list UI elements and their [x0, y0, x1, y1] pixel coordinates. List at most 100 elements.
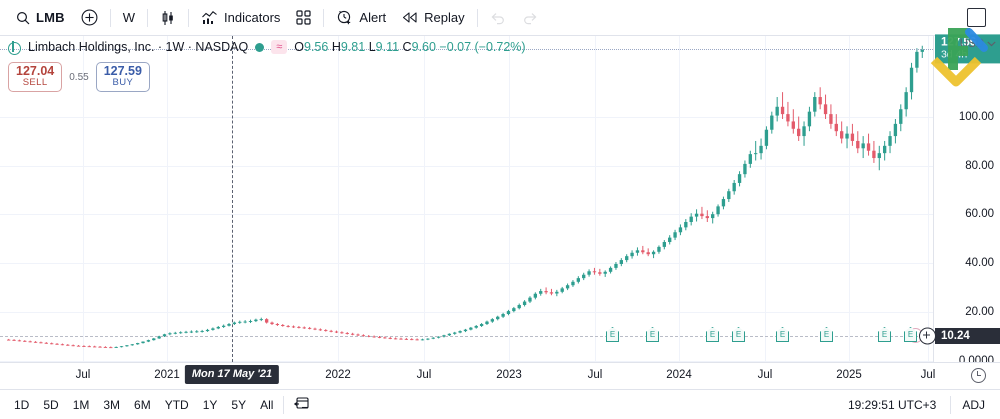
symbol-search-button[interactable]: LMB: [8, 4, 73, 32]
series-dot-icon[interactable]: [255, 42, 265, 52]
timeframe-5y[interactable]: 5Y: [231, 397, 247, 412]
alarm-clock-icon: [336, 9, 353, 26]
grid-layout-icon: [296, 10, 312, 25]
adjustment-button[interactable]: ADJ: [962, 397, 985, 412]
undo-button[interactable]: [482, 4, 514, 32]
high-value: 9.81: [340, 40, 366, 54]
top-toolbar: LMB W: [0, 0, 1000, 36]
earnings-marker-shape: E: [646, 327, 659, 342]
currency-selector[interactable]: USD: [960, 38, 996, 50]
square-button-icon[interactable]: [967, 8, 986, 27]
earnings-marker-shape: E: [706, 327, 719, 342]
timeframe-group: 1D 5D 1M 3M 6M YTD 1Y 5Y All: [8, 395, 279, 415]
earnings-marker[interactable]: E: [606, 327, 619, 342]
earnings-marker-shape: E: [820, 327, 833, 342]
alert-button[interactable]: Alert: [328, 4, 394, 32]
timeframe-all[interactable]: All: [260, 397, 274, 412]
redo-icon: [522, 11, 538, 25]
symbol-label: LMB: [36, 10, 65, 25]
low-label: L: [368, 40, 376, 54]
bottom-toolbar-right: 19:29:51 UTC+3 ADJ: [838, 395, 992, 415]
earnings-marker[interactable]: E: [732, 327, 745, 342]
time-tick-label: Jul: [757, 369, 773, 381]
earnings-marker-label: E: [735, 330, 742, 339]
currency-label: USD: [959, 38, 984, 50]
redo-button[interactable]: [514, 4, 546, 32]
earnings-marker-shape: E: [732, 327, 745, 342]
price-tick-label: 40.00: [965, 257, 994, 270]
earnings-marker-label: E: [609, 330, 616, 339]
timeframe-1m[interactable]: 1M: [72, 397, 90, 412]
sell-button[interactable]: 127.04 SELL: [8, 62, 63, 93]
toolbar-divider: [147, 8, 149, 27]
clock-icon[interactable]: [971, 368, 986, 383]
chart-type-button[interactable]: [152, 4, 184, 32]
time-axis[interactable]: Jul 2021 2022 Jul 2023 Jul 2024 Jul 2025 Jul Mon 1…: [0, 362, 1000, 389]
timeframe-1y[interactable]: 1Y: [202, 397, 218, 412]
indicators-label: Indicators: [224, 10, 281, 25]
low-value: 9.11: [375, 40, 400, 54]
time-tick-label: Jul: [416, 369, 432, 381]
indicators-button[interactable]: Indicators: [193, 4, 288, 32]
change-value: −0.07: [439, 40, 472, 54]
earnings-marker-shape: E: [878, 327, 891, 342]
open-label: O: [294, 40, 304, 54]
price-axis[interactable]: USD 100.00 80.00 60.00 40.00 20.00 0.0000 127.…: [919, 34, 1000, 367]
time-tick-label: 2024: [666, 369, 692, 381]
legend-title: Limbach Holdings, Inc. · 1W · NASDAQ: [28, 40, 249, 54]
plus-circle-icon[interactable]: [919, 327, 936, 345]
legend-pill[interactable]: ≈: [271, 40, 288, 54]
toolbar-divider: [323, 8, 325, 27]
open-value: 9.56: [304, 40, 329, 54]
earnings-marker-label: E: [823, 330, 830, 339]
date-range-icon: [294, 396, 309, 409]
undo-icon: [490, 11, 506, 25]
bottom-toolbar: 1D 5D 1M 3M 6M YTD 1Y 5Y All 19:29:51 UTC+3 ADJ: [0, 389, 1000, 419]
earnings-marker-label: E: [779, 330, 786, 339]
time-tick-label: 2025: [836, 369, 862, 381]
time-tick-label: 2023: [496, 369, 522, 381]
earnings-marker[interactable]: E: [904, 327, 917, 342]
crosshair-date-badge: Mon 17 May '21: [184, 365, 280, 384]
interval-label: W: [122, 10, 136, 25]
timeframe-3m[interactable]: 3M: [103, 397, 121, 412]
date-range-button[interactable]: [288, 393, 316, 417]
earnings-marker[interactable]: E: [878, 327, 891, 342]
sell-label: SELL: [22, 77, 48, 89]
chart-area: Limbach Holdings, Inc. · 1W · NASDAQ ≈ O…: [0, 34, 1000, 367]
toolbar-divider: [950, 395, 952, 414]
earnings-marker[interactable]: E: [706, 327, 719, 342]
price-tick-label: 80.00: [965, 159, 994, 172]
replay-button[interactable]: Replay: [394, 4, 472, 32]
buy-price: 127.59: [103, 64, 142, 78]
replay-icon: [402, 11, 418, 24]
earnings-marker[interactable]: E: [776, 327, 789, 342]
timeframe-1d[interactable]: 1D: [14, 397, 30, 412]
close-value: 9.60: [411, 40, 436, 54]
interval-button[interactable]: W: [115, 4, 143, 32]
symbol-globe-icon: [8, 41, 21, 55]
toolbar-divider: [476, 8, 478, 27]
chart-pane[interactable]: Limbach Holdings, Inc. · 1W · NASDAQ ≈ O…: [0, 36, 933, 362]
sell-price: 127.04: [16, 64, 55, 78]
indicators-icon: [201, 10, 218, 26]
add-symbol-button[interactable]: [73, 4, 106, 32]
timeframe-6m[interactable]: 6M: [134, 397, 151, 412]
alert-label: Alert: [359, 10, 387, 25]
earnings-marker-label: E: [907, 330, 914, 339]
buy-button[interactable]: 127.59 BUY: [95, 62, 150, 93]
earnings-marker[interactable]: E: [820, 327, 833, 342]
timeframe-ytd[interactable]: YTD: [164, 397, 189, 412]
chart-legend: Limbach Holdings, Inc. · 1W · NASDAQ ≈ O…: [8, 40, 526, 55]
layout-button[interactable]: [288, 4, 319, 32]
toolbar-divider: [109, 8, 111, 27]
time-tick-label: Jul: [75, 369, 91, 381]
earnings-marker-shape: E: [904, 327, 917, 342]
close-label: C: [402, 40, 412, 54]
base-price-badge: 10.24: [935, 327, 1000, 344]
earnings-marker[interactable]: E: [646, 327, 659, 342]
ohlc-values: O9.56 H9.81 L9.11 C9.60 −0.07 (−0.72%): [294, 40, 525, 54]
timeframe-5d[interactable]: 5D: [43, 397, 59, 412]
chevron-down-icon: [987, 41, 996, 47]
